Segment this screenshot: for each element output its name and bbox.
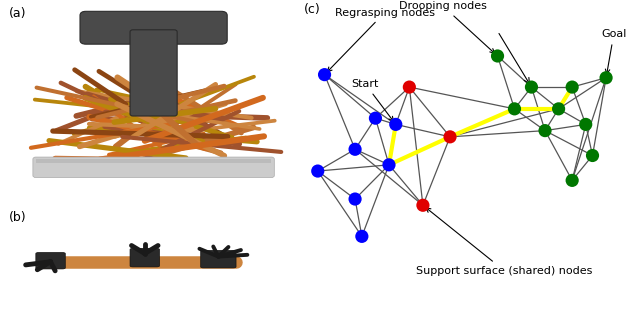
Point <box>356 234 367 239</box>
FancyBboxPatch shape <box>33 157 275 178</box>
Text: Goal: Goal <box>601 29 627 74</box>
Point <box>319 72 330 77</box>
Bar <box>36 159 271 163</box>
Point <box>404 85 415 90</box>
Point <box>390 122 401 127</box>
Point <box>601 75 611 80</box>
Point <box>509 106 520 111</box>
FancyBboxPatch shape <box>130 30 177 116</box>
Point <box>540 128 550 133</box>
Text: (b): (b) <box>10 211 27 225</box>
FancyBboxPatch shape <box>201 250 236 268</box>
Point <box>554 106 564 111</box>
Point <box>580 122 591 127</box>
Point <box>445 134 455 139</box>
Point <box>526 85 536 90</box>
Text: (c): (c) <box>304 3 321 16</box>
Point <box>567 178 577 183</box>
Text: Start: Start <box>352 79 394 121</box>
Point <box>567 85 577 90</box>
Text: Support surface (shared) nodes: Support surface (shared) nodes <box>416 208 593 276</box>
Point <box>371 116 381 121</box>
Text: Drooping nodes: Drooping nodes <box>399 1 495 53</box>
Point <box>350 147 360 152</box>
Point <box>312 169 323 174</box>
Point <box>588 153 598 158</box>
FancyBboxPatch shape <box>130 248 159 267</box>
FancyBboxPatch shape <box>80 11 227 44</box>
Point <box>418 203 428 208</box>
Point <box>350 197 360 202</box>
Text: Regrasping nodes: Regrasping nodes <box>327 7 435 72</box>
Point <box>384 162 394 167</box>
Point <box>492 53 502 58</box>
FancyBboxPatch shape <box>36 253 65 269</box>
Text: (a): (a) <box>10 7 27 20</box>
